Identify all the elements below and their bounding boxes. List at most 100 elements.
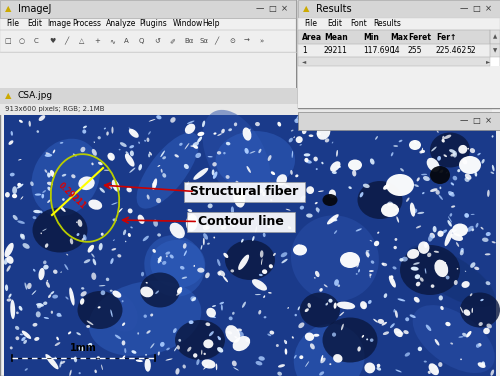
Ellipse shape (330, 161, 340, 171)
Ellipse shape (42, 229, 46, 231)
Ellipse shape (128, 208, 132, 213)
Ellipse shape (405, 317, 409, 321)
Bar (298, 112, 500, 130)
Ellipse shape (218, 337, 221, 340)
Ellipse shape (88, 343, 92, 347)
Ellipse shape (348, 186, 352, 189)
Ellipse shape (448, 191, 454, 197)
Ellipse shape (213, 171, 218, 179)
Ellipse shape (124, 348, 126, 353)
Ellipse shape (44, 154, 52, 157)
Ellipse shape (208, 203, 212, 208)
Text: Results: Results (373, 20, 401, 29)
Ellipse shape (66, 254, 68, 255)
Ellipse shape (112, 202, 117, 205)
Ellipse shape (46, 152, 51, 156)
Ellipse shape (203, 233, 208, 240)
Ellipse shape (304, 153, 310, 156)
Bar (0, 52, 296, 88)
Ellipse shape (300, 355, 304, 359)
Ellipse shape (188, 209, 192, 212)
Ellipse shape (166, 358, 172, 361)
Ellipse shape (260, 250, 264, 258)
Ellipse shape (12, 194, 17, 198)
Ellipse shape (68, 331, 71, 334)
Ellipse shape (188, 320, 194, 324)
Ellipse shape (92, 259, 96, 265)
Ellipse shape (398, 299, 405, 301)
Ellipse shape (358, 181, 403, 219)
Ellipse shape (470, 262, 476, 268)
Text: —: — (460, 5, 468, 14)
Ellipse shape (80, 298, 84, 305)
Ellipse shape (362, 335, 364, 338)
Text: Process: Process (72, 20, 102, 29)
Ellipse shape (18, 183, 21, 187)
Ellipse shape (33, 210, 41, 213)
Text: Contour line: Contour line (198, 215, 284, 228)
Ellipse shape (203, 225, 208, 230)
Ellipse shape (173, 328, 176, 333)
Ellipse shape (255, 294, 261, 295)
Ellipse shape (336, 150, 338, 157)
Ellipse shape (106, 277, 110, 281)
Ellipse shape (383, 331, 389, 335)
Ellipse shape (152, 182, 156, 186)
Ellipse shape (202, 359, 215, 368)
Ellipse shape (20, 234, 24, 238)
Text: —: — (452, 91, 460, 100)
Ellipse shape (404, 330, 408, 334)
Ellipse shape (94, 141, 95, 143)
Ellipse shape (36, 130, 39, 133)
Ellipse shape (136, 132, 199, 209)
Ellipse shape (158, 258, 162, 262)
Ellipse shape (38, 115, 45, 121)
Ellipse shape (34, 337, 40, 341)
Ellipse shape (319, 371, 324, 376)
Ellipse shape (394, 246, 397, 249)
Text: Sα: Sα (199, 38, 208, 44)
Ellipse shape (474, 267, 480, 270)
Ellipse shape (470, 214, 474, 215)
Ellipse shape (246, 166, 251, 173)
Ellipse shape (428, 234, 433, 242)
Text: A: A (124, 38, 129, 44)
Ellipse shape (425, 268, 426, 274)
Ellipse shape (478, 362, 486, 368)
Ellipse shape (202, 110, 270, 203)
Ellipse shape (423, 176, 430, 181)
Ellipse shape (480, 227, 484, 230)
Ellipse shape (225, 240, 275, 280)
Ellipse shape (83, 126, 87, 129)
Ellipse shape (232, 312, 234, 315)
Ellipse shape (392, 284, 394, 285)
Ellipse shape (212, 305, 216, 307)
Ellipse shape (278, 122, 281, 127)
Ellipse shape (308, 303, 311, 308)
Ellipse shape (76, 233, 80, 236)
Ellipse shape (16, 311, 18, 314)
Ellipse shape (358, 346, 361, 352)
Text: Structural fiber: Structural fiber (190, 185, 298, 198)
Ellipse shape (100, 290, 105, 295)
Ellipse shape (330, 363, 332, 365)
Text: File: File (304, 20, 317, 29)
Ellipse shape (22, 243, 30, 249)
Ellipse shape (180, 266, 184, 270)
Text: ∿: ∿ (109, 38, 115, 44)
Ellipse shape (108, 153, 115, 161)
Ellipse shape (130, 145, 134, 148)
Ellipse shape (396, 331, 402, 334)
Ellipse shape (78, 291, 122, 329)
Ellipse shape (296, 136, 302, 143)
Ellipse shape (382, 263, 387, 266)
Ellipse shape (414, 184, 419, 187)
Ellipse shape (132, 350, 136, 354)
Ellipse shape (232, 361, 236, 366)
Ellipse shape (104, 127, 106, 129)
Ellipse shape (232, 224, 235, 227)
Ellipse shape (492, 241, 496, 243)
Ellipse shape (450, 182, 454, 185)
Ellipse shape (389, 276, 396, 288)
Text: Min: Min (363, 32, 379, 41)
